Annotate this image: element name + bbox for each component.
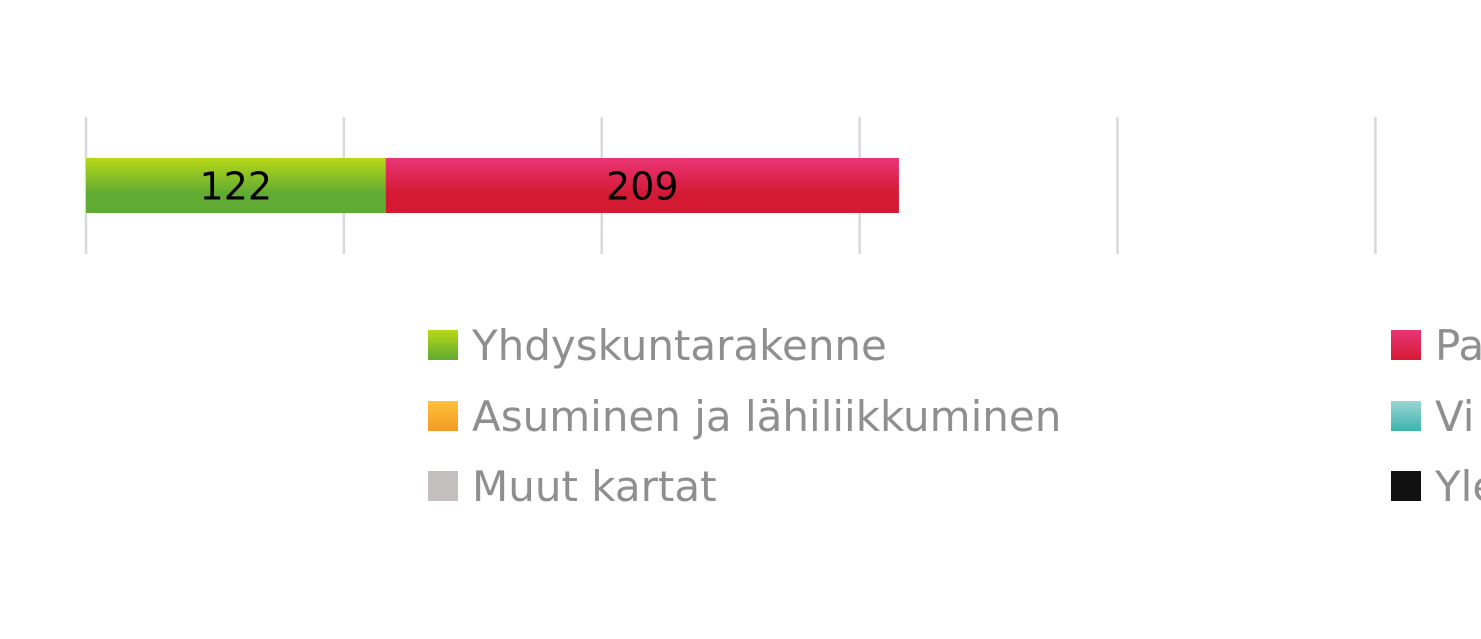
legend-item: Yle bbox=[1391, 461, 1481, 511]
legend-swatch bbox=[428, 471, 458, 501]
legend-label: Muut kartat bbox=[472, 461, 717, 511]
bar-segment bbox=[86, 158, 386, 213]
legend-label: Pa bbox=[1435, 320, 1481, 370]
data-label: 122 bbox=[200, 165, 273, 209]
legend-item: Muut kartat bbox=[428, 461, 717, 511]
legend-label: Yhdyskuntarakenne bbox=[472, 320, 887, 370]
legend-swatch bbox=[1391, 401, 1421, 431]
legend-item: Pa bbox=[1391, 320, 1481, 370]
legend-swatch bbox=[428, 401, 458, 431]
bar-segments bbox=[86, 158, 899, 213]
legend-item: Yhdyskuntarakenne bbox=[428, 320, 887, 370]
legend-swatch bbox=[1391, 330, 1421, 360]
data-label: 209 bbox=[606, 165, 679, 209]
bar-segment bbox=[385, 158, 899, 213]
legend-item: Asuminen ja lähiliikkuminen bbox=[428, 391, 1062, 441]
data-labels: 122 209 bbox=[200, 165, 679, 209]
legend-item: Vi bbox=[1391, 391, 1475, 441]
legend-swatch bbox=[1391, 471, 1421, 501]
legend-swatch bbox=[428, 330, 458, 360]
legend-label: Yle bbox=[1435, 461, 1481, 511]
legend-label: Asuminen ja lähiliikkuminen bbox=[472, 391, 1062, 441]
legend-label: Vi bbox=[1435, 391, 1475, 441]
